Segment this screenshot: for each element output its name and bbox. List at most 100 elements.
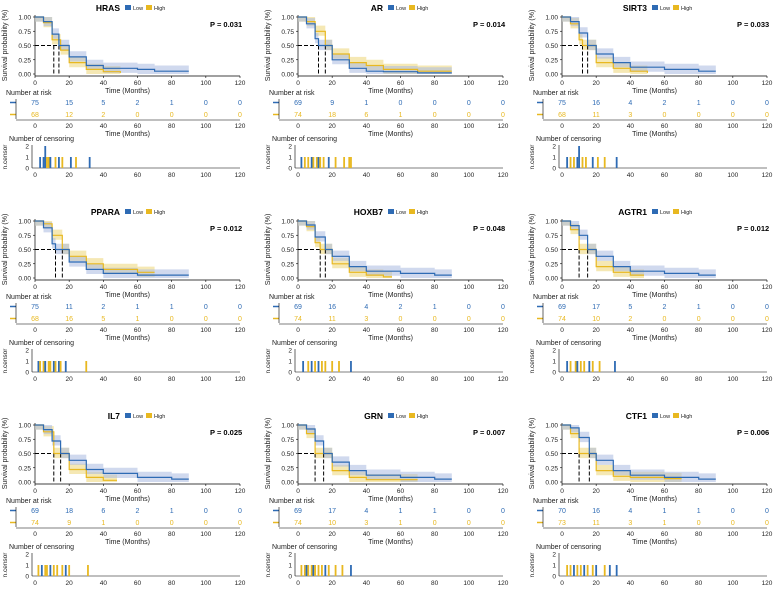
risk-low-count: 69 — [294, 508, 302, 515]
risk-low-count: 0 — [467, 508, 471, 515]
censor-y-axis-label: n.censor — [2, 552, 9, 578]
km-xtick-label: 0 — [560, 80, 564, 87]
censor-bar — [576, 565, 579, 576]
censor-xtick-label: 20 — [593, 376, 601, 383]
risk-xtick-label: 60 — [397, 531, 405, 538]
censor-bar — [47, 157, 50, 168]
risk-xtick-label: 0 — [33, 327, 37, 334]
censor-bar — [573, 565, 575, 576]
risk-xtick-label: 100 — [727, 123, 738, 130]
risk-high-count: 5 — [101, 316, 105, 323]
censor-bar — [569, 361, 572, 372]
legend-low-label: Low — [133, 414, 143, 420]
censor-xtick-label: 20 — [329, 172, 337, 179]
km-xtick-label: 80 — [168, 284, 176, 291]
censor-xtick-label: 20 — [593, 580, 601, 587]
risk-low-count: 0 — [731, 100, 735, 107]
censor-bar — [310, 361, 313, 372]
censor-xtick-label: 20 — [66, 376, 74, 383]
risk-high-count: 10 — [592, 316, 600, 323]
legend-low-label: Low — [660, 414, 670, 420]
km-xtick-label: 40 — [100, 488, 108, 495]
km-ytick-label: 0.50 — [545, 451, 558, 458]
risk-xtick-label: 0 — [296, 327, 300, 334]
risk-high-count: 1 — [663, 520, 667, 527]
risk-xtick-label: 0 — [296, 123, 300, 130]
km-xtick-label: 0 — [296, 80, 300, 87]
legend-high-swatch — [409, 5, 415, 10]
km-xtick-label: 80 — [695, 284, 703, 291]
km-xtick-label: 120 — [762, 80, 773, 87]
km-ytick-label: 0.25 — [281, 261, 294, 268]
censor-xtick-label: 100 — [463, 172, 474, 179]
censor-xtick-label: 40 — [100, 580, 108, 587]
risk-xtick-label: 80 — [431, 531, 439, 538]
censor-bar — [588, 361, 591, 372]
risk-high-count: 0 — [399, 316, 403, 323]
censor-xtick-label: 0 — [560, 172, 564, 179]
risk-xtick-label: 40 — [363, 531, 371, 538]
risk-high-count: 18 — [328, 112, 336, 119]
censor-xtick-label: 80 — [695, 172, 703, 179]
km-xtick-label: 100 — [200, 284, 211, 291]
censor-bar — [581, 157, 584, 168]
risk-low-count: 1 — [697, 100, 701, 107]
risk-low-count: 0 — [204, 100, 208, 107]
risk-low-count: 2 — [663, 100, 667, 107]
risk-low-count: 0 — [238, 100, 242, 107]
censor-ytick-label: 1 — [288, 155, 292, 162]
risk-high-count: 74 — [294, 316, 302, 323]
risk-high-count: 0 — [238, 520, 242, 527]
low-survival-curve — [562, 220, 716, 276]
censor-bar — [303, 157, 306, 168]
km-ytick-label: 1.00 — [545, 219, 558, 226]
censor-ytick-label: 0 — [25, 370, 29, 377]
high-survival-curve — [35, 424, 117, 481]
censor-xtick-label: 40 — [627, 376, 635, 383]
censor-title: Number of censoring — [272, 136, 337, 143]
censor-ytick-label: 2 — [288, 144, 292, 151]
risk-xtick-label: 80 — [695, 123, 703, 130]
km-xtick-label: 120 — [235, 80, 246, 87]
risk-xtick-label: 100 — [200, 123, 211, 130]
censor-xtick-label: 60 — [397, 376, 405, 383]
km-xtick-label: 40 — [363, 488, 371, 495]
censor-bar — [327, 565, 330, 576]
censor-bar — [573, 157, 575, 168]
censor-xtick-label: 40 — [363, 580, 371, 587]
censor-bar — [312, 565, 315, 576]
censor-bar — [310, 565, 313, 576]
p-value: P = 0.033 — [737, 20, 769, 29]
risk-low-count: 0 — [204, 304, 208, 311]
legend-high-label: High — [417, 210, 428, 216]
censor-bar — [350, 361, 352, 372]
km-y-axis-label: Survival probability (%) — [265, 418, 272, 490]
panel-ctf1: 0.00 0.25 0.50 0.75 1.00 Survival probability… — [529, 411, 773, 587]
km-ytick-label: 0.25 — [18, 261, 31, 268]
km-xtick-label: 60 — [661, 284, 669, 291]
risk-xtick-label: 60 — [134, 327, 142, 334]
censor-xtick-label: 0 — [296, 376, 300, 383]
censor-title: Number of censoring — [536, 340, 601, 347]
risk-xtick-label: 100 — [463, 531, 474, 538]
censor-bar — [341, 565, 344, 576]
low-survival-curve — [562, 16, 716, 72]
risk-high-count: 0 — [467, 520, 471, 527]
km-ytick-label: 0.00 — [281, 276, 294, 283]
risk-low-count: 4 — [364, 304, 368, 311]
low-ci-band — [35, 17, 189, 74]
risk-low-count: 6 — [101, 508, 105, 515]
censor-xtick-label: 100 — [727, 172, 738, 179]
risk-high-count: 6 — [364, 112, 368, 119]
risk-low-count: 11 — [66, 304, 73, 311]
censor-bar — [338, 361, 340, 372]
censor-bar — [37, 361, 40, 372]
km-ytick-label: 0.50 — [281, 247, 294, 254]
low-survival-curve — [35, 16, 189, 72]
km-xtick-label: 20 — [66, 488, 74, 495]
low-survival-curve — [298, 424, 452, 480]
gene-title: PPARA — [91, 207, 120, 217]
risk-low-count: 0 — [501, 100, 505, 107]
gene-title: SIRT3 — [623, 3, 647, 13]
